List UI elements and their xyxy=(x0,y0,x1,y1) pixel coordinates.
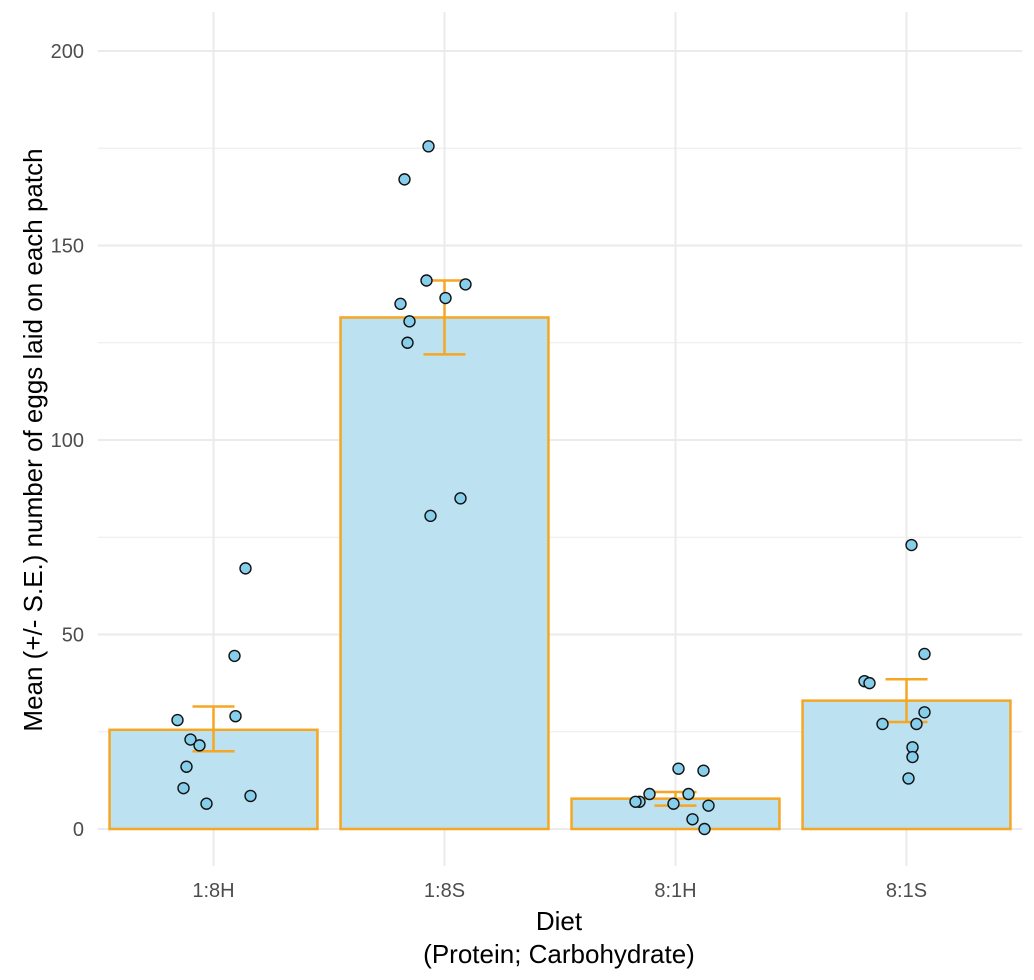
x-axis-subtitle: (Protein; Carbohydrate) xyxy=(423,939,695,969)
data-point xyxy=(902,772,915,785)
y-tick-label: 50 xyxy=(62,625,84,647)
data-point xyxy=(228,649,241,663)
x-tick-labels: 1:8H 1:8S 8:1H 8:1S xyxy=(192,880,927,902)
data-point xyxy=(697,764,710,777)
data-point xyxy=(918,647,931,661)
y-axis-title: Mean (+/- S.E.) number of eggs laid on e… xyxy=(18,148,48,731)
data-point xyxy=(193,739,206,752)
data-point xyxy=(682,787,695,801)
y-tick-label: 100 xyxy=(51,430,84,452)
data-point xyxy=(863,676,876,690)
data-point xyxy=(229,709,242,723)
bar xyxy=(108,728,319,831)
data-point xyxy=(200,797,213,810)
x-tick-label: 8:1H xyxy=(654,880,696,902)
data-point xyxy=(180,760,193,773)
data-point xyxy=(422,140,435,153)
y-tick-labels: 0 50 100 150 200 xyxy=(51,41,84,841)
data-point xyxy=(629,795,642,808)
data-point xyxy=(905,538,918,552)
data-point xyxy=(643,787,656,801)
data-point xyxy=(672,762,685,775)
data-point xyxy=(420,274,433,287)
data-point xyxy=(184,733,197,746)
y-tick-label: 200 xyxy=(51,41,84,63)
data-point xyxy=(876,717,889,731)
bar xyxy=(339,316,550,831)
data-point xyxy=(398,173,411,186)
x-tick-label: 1:8H xyxy=(192,880,234,902)
y-tick-label: 150 xyxy=(51,236,84,258)
data-point xyxy=(424,509,437,523)
x-tick-label: 1:8S xyxy=(424,880,465,902)
data-point xyxy=(459,278,472,291)
data-point xyxy=(454,492,467,505)
data-point xyxy=(910,717,923,731)
data-point xyxy=(239,562,252,575)
data-point xyxy=(918,706,931,719)
x-axis-title: Diet xyxy=(536,906,583,936)
data-point xyxy=(401,336,414,349)
data-points xyxy=(171,140,931,836)
x-tick-label: 8:1S xyxy=(886,880,927,902)
data-point xyxy=(686,813,699,826)
y-tick-label: 0 xyxy=(73,819,84,841)
data-point xyxy=(439,291,452,305)
data-point xyxy=(177,781,190,795)
data-point xyxy=(702,799,715,812)
data-point xyxy=(698,822,711,836)
data-point xyxy=(667,797,680,810)
data-point xyxy=(171,713,184,727)
data-point xyxy=(244,789,257,803)
data-point xyxy=(394,297,407,311)
data-point xyxy=(403,315,416,328)
data-point xyxy=(906,750,919,764)
